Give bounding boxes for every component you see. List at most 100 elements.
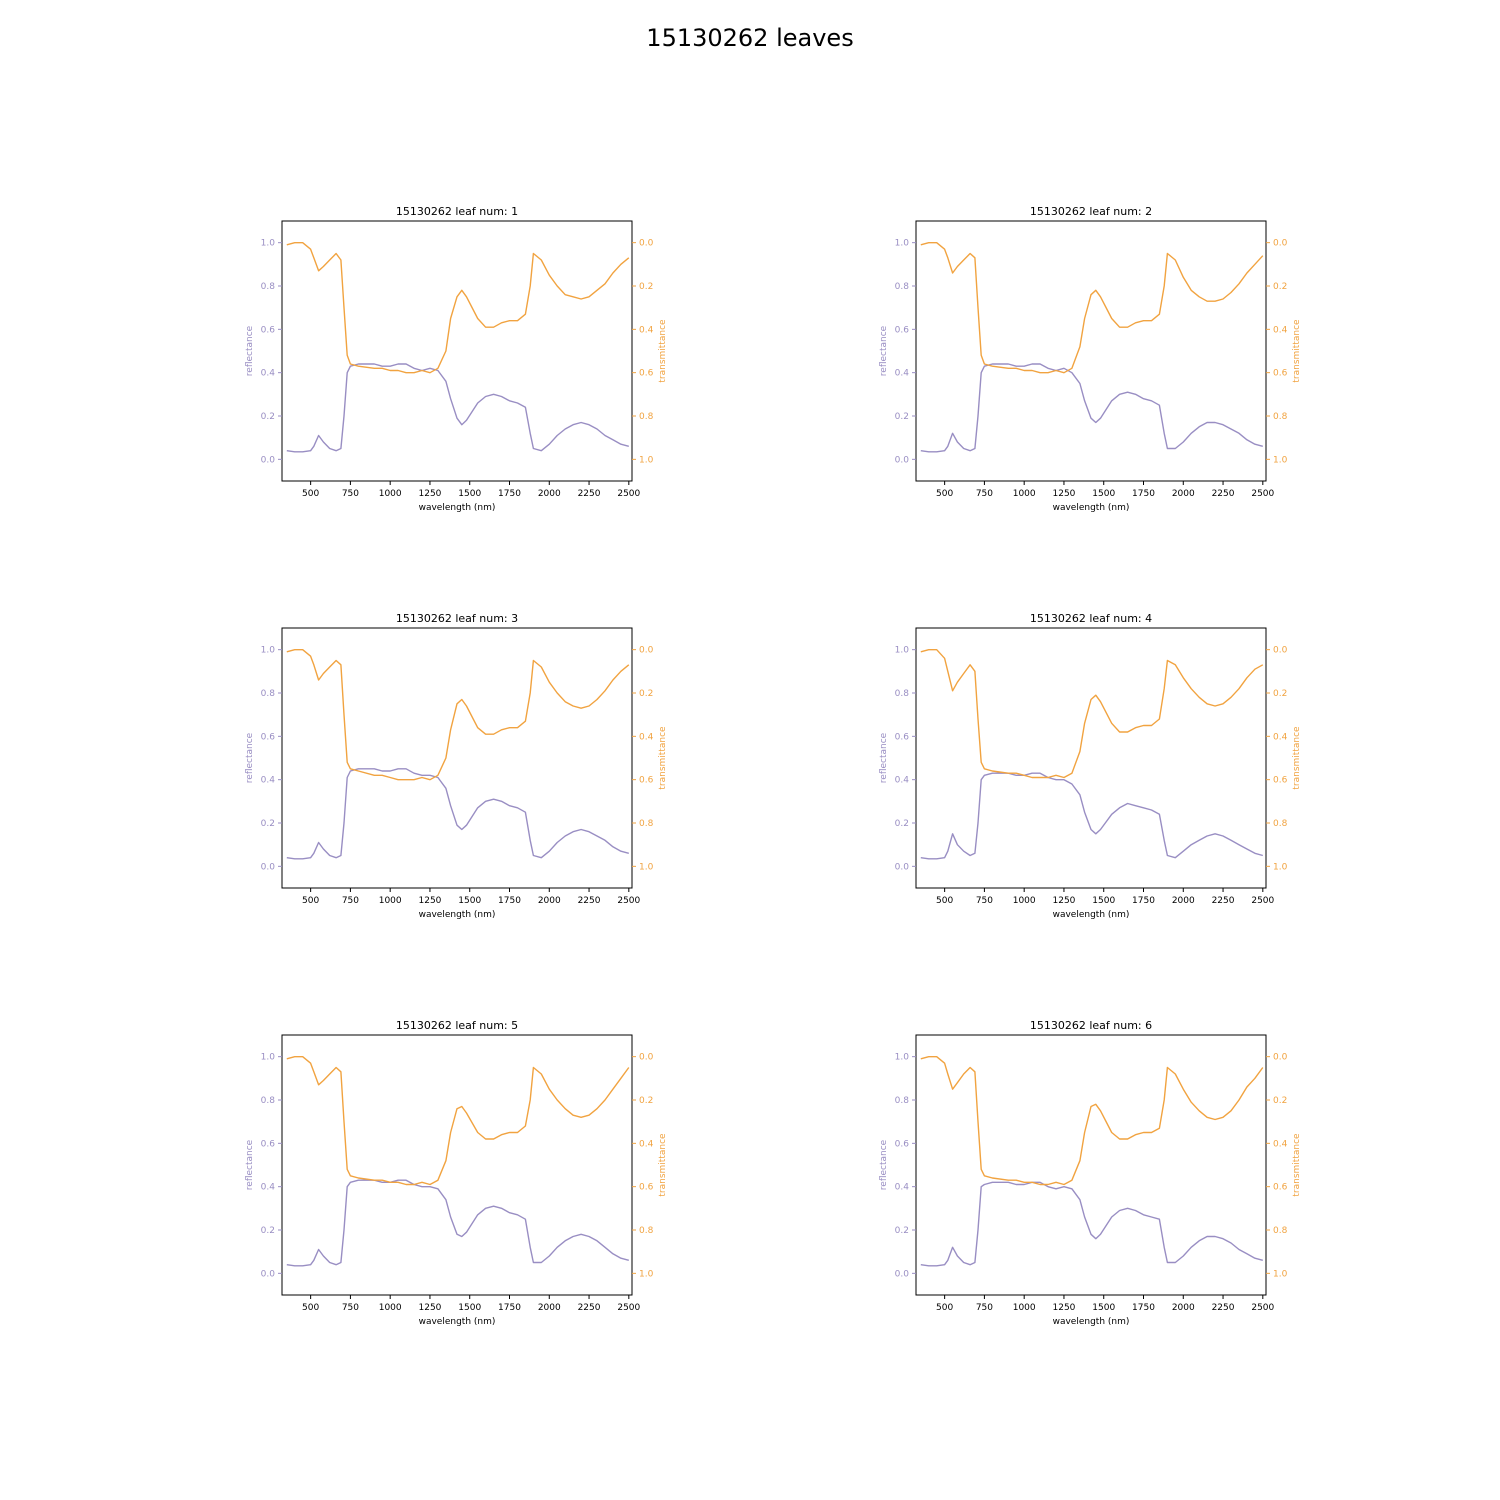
y-left-tick-label: 0.4 [261,1183,276,1193]
y-right-tick-label: 0.0 [639,239,654,249]
x-tick-label: 2000 [538,896,561,906]
y-right-tick-label: 0.4 [639,1139,654,1149]
x-tick-label: 750 [342,896,359,906]
y-right-tick-label: 0.4 [1273,1139,1288,1149]
plot-frame [281,220,633,482]
x-tick-label: 2500 [617,1303,640,1313]
x-tick-label: 1000 [1013,489,1036,499]
x-tick-label: 500 [302,1303,319,1313]
x-axis-label: wavelength (nm) [419,910,496,920]
figure-title: 15130262 leaves [646,24,854,52]
x-tick-label: 1750 [1132,1303,1155,1313]
x-tick-label: 750 [976,896,993,906]
y-left-tick-label: 0.6 [261,1139,276,1149]
subplot-title: 15130262 leaf num: 6 [1030,1019,1152,1032]
y-left-tick-label: 0.6 [895,1139,910,1149]
y-right-tick-label: 0.0 [639,646,654,656]
y-right-axis-label: transmittance [1292,726,1302,790]
y-right-tick-label: 1.0 [1273,862,1288,872]
plot-frame [281,1034,633,1296]
transmittance-line [286,649,630,781]
x-tick-label: 2000 [1172,896,1195,906]
y-right-tick-label: 0.8 [1273,1226,1288,1236]
x-tick-label: 2250 [1212,1303,1235,1313]
y-right-tick-label: 0.4 [639,325,654,335]
y-left-tick-label: 0.2 [261,819,275,829]
reflectance-line [920,1181,1263,1267]
y-left-axis-label: reflectance [879,325,889,376]
y-right-tick-label: 0.4 [1273,732,1288,742]
y-left-tick-label: 1.0 [261,646,276,656]
reflectance-line [286,363,629,453]
x-tick-label: 1250 [1053,489,1076,499]
x-tick-label: 1500 [1092,489,1115,499]
y-right-tick-label: 0.8 [639,412,654,422]
subplot-leaf-4: 15130262 leaf num: 4 500 750 1000 1250 1500 17… [879,612,1302,920]
x-tick-label: 1250 [419,896,442,906]
subplot-title: 15130262 leaf num: 1 [396,205,518,218]
y-right-tick-label: 0.6 [1273,369,1288,379]
y-right-tick-label: 0.0 [1273,646,1288,656]
x-tick-label: 750 [342,1303,359,1313]
x-tick-label: 2000 [1172,1303,1195,1313]
y-left-tick-label: 0.4 [895,1183,910,1193]
y-right-tick-label: 0.8 [1273,819,1288,829]
x-tick-label: 500 [302,489,319,499]
y-left-tick-label: 0.0 [261,455,276,465]
y-left-tick-label: 0.4 [261,776,276,786]
x-tick-label: 1250 [1053,1303,1076,1313]
transmittance-line [920,1055,1264,1186]
x-tick-label: 2250 [578,896,601,906]
y-right-tick-label: 1.0 [639,1269,654,1279]
x-axis-label: wavelength (nm) [419,1317,496,1327]
y-left-tick-label: 0.8 [895,1096,910,1106]
reflectance-line [920,772,1263,860]
x-tick-label: 500 [936,1303,953,1313]
x-tick-label: 2500 [1251,896,1274,906]
y-left-tick-label: 0.0 [261,862,276,872]
y-left-axis-label: reflectance [245,732,255,783]
y-left-tick-label: 0.2 [261,1226,275,1236]
x-tick-label: 1000 [379,1303,402,1313]
plot-frame [915,1034,1267,1296]
x-tick-label: 2000 [538,1303,561,1313]
x-tick-label: 2000 [538,489,561,499]
y-right-axis-label: transmittance [658,726,668,790]
x-axis-label: wavelength (nm) [1053,1317,1130,1327]
y-right-tick-label: 0.2 [639,689,653,699]
transmittance-line [286,241,630,374]
x-tick-label: 1750 [1132,896,1155,906]
y-right-axis-label: transmittance [658,319,668,383]
y-left-tick-label: 0.4 [261,369,276,379]
y-right-tick-label: 1.0 [1273,455,1288,465]
y-right-tick-label: 0.4 [639,732,654,742]
x-tick-label: 1500 [1092,896,1115,906]
reflectance-line [286,1179,629,1267]
x-tick-label: 1750 [498,489,521,499]
y-left-tick-label: 0.6 [895,732,910,742]
y-right-tick-label: 1.0 [639,455,654,465]
y-right-tick-label: 1.0 [639,862,654,872]
y-right-tick-label: 1.0 [1273,1269,1288,1279]
subplot-leaf-5: 15130262 leaf num: 5 500 750 1000 1250 1500 17… [245,1019,668,1327]
transmittance-line [920,241,1264,374]
y-right-axis-label: transmittance [658,1133,668,1197]
x-tick-label: 1750 [498,896,521,906]
x-tick-label: 1000 [379,896,402,906]
y-right-tick-label: 0.0 [1273,239,1288,249]
x-tick-label: 750 [976,1303,993,1313]
y-left-tick-label: 0.0 [895,455,910,465]
y-left-tick-label: 0.2 [895,819,909,829]
subplot-title: 15130262 leaf num: 2 [1030,205,1152,218]
x-tick-label: 750 [342,489,359,499]
subplot-title: 15130262 leaf num: 4 [1030,612,1152,625]
y-right-tick-label: 0.2 [1273,1096,1287,1106]
y-left-tick-label: 0.6 [261,732,276,742]
x-tick-label: 2500 [1251,1303,1274,1313]
y-right-tick-label: 0.0 [1273,1053,1288,1063]
y-right-tick-label: 0.2 [639,1096,653,1106]
plot-frame [915,220,1267,482]
x-axis-label: wavelength (nm) [1053,910,1130,920]
y-left-tick-label: 0.2 [261,412,275,422]
y-left-tick-label: 0.0 [895,862,910,872]
